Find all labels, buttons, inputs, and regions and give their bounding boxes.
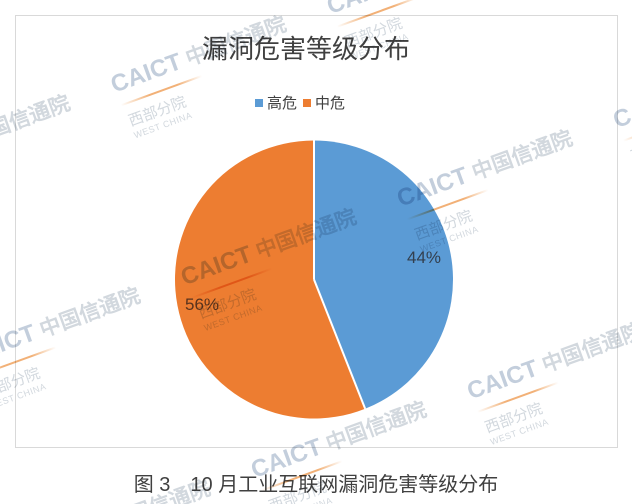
svg-text:44%: 44% [407,248,441,267]
svg-text:56%: 56% [185,295,219,314]
